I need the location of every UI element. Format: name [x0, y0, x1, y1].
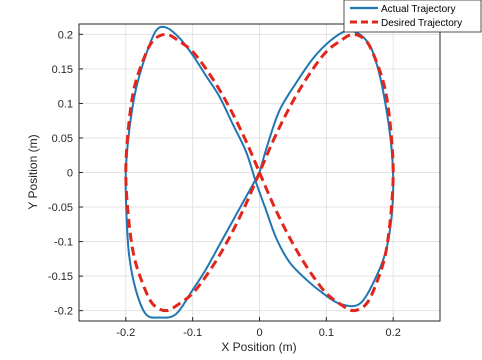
desired-trajectory-line [124, 32, 395, 313]
x-tick-label: 0.1 [319, 327, 334, 339]
y-tick-label: -0.2 [54, 306, 73, 318]
y-tick-label: -0.1 [54, 237, 73, 249]
legend-label-desired: Desired Trajectory [381, 18, 462, 29]
series-layer [124, 25, 395, 319]
x-axis-label: X Position (m) [221, 340, 296, 354]
y-tick-label: 0 [67, 168, 73, 180]
y-tick-label: 0.2 [58, 29, 73, 41]
legend-box [343, 0, 482, 33]
x-tick-label: -0.1 [183, 327, 202, 339]
y-axis-label: Y Position (m) [26, 134, 40, 209]
y-tick-label: -0.15 [48, 271, 73, 283]
legend-label-actual: Actual Trajectory [381, 4, 455, 15]
y-tick-label: -0.05 [48, 202, 73, 214]
legend: Actual Trajectory Desired Trajectory [343, 0, 482, 33]
x-tick-label: 0 [256, 327, 262, 339]
y-tick-label: 0.15 [52, 64, 73, 76]
y-tick-label: 0.1 [58, 98, 73, 110]
tick-labels: -0.2 -0.1 0 0.1 0.2 0.2 0.15 0.1 0.05 0 -0.05 -0.1 -… [48, 29, 401, 339]
x-tick-label: -0.2 [116, 327, 135, 339]
y-tick-label: 0.05 [52, 133, 73, 145]
x-tick-label: 0.2 [386, 327, 401, 339]
